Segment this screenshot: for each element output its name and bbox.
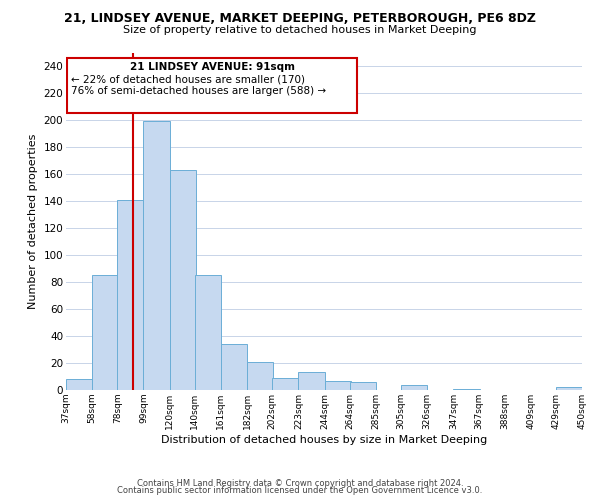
Bar	[92, 275, 118, 390]
Text: Size of property relative to detached houses in Market Deeping: Size of property relative to detached ho…	[123, 25, 477, 35]
Bar	[194, 275, 221, 390]
Text: 21 LINDSEY AVENUE: 91sqm: 21 LINDSEY AVENUE: 91sqm	[130, 62, 295, 72]
Text: Contains public sector information licensed under the Open Government Licence v3: Contains public sector information licen…	[118, 486, 482, 495]
Bar	[247, 362, 274, 390]
Bar	[66, 379, 92, 390]
Bar	[401, 384, 427, 390]
Text: 76% of semi-detached houses are larger (588) →: 76% of semi-detached houses are larger (…	[71, 86, 326, 96]
Bar	[454, 388, 479, 390]
Bar	[298, 372, 325, 390]
Bar	[350, 382, 376, 390]
Y-axis label: Number of detached properties: Number of detached properties	[28, 134, 38, 309]
Text: 21, LINDSEY AVENUE, MARKET DEEPING, PETERBOROUGH, PE6 8DZ: 21, LINDSEY AVENUE, MARKET DEEPING, PETE…	[64, 12, 536, 26]
Bar	[67, 58, 357, 114]
Text: ← 22% of detached houses are smaller (170): ← 22% of detached houses are smaller (17…	[71, 74, 305, 84]
X-axis label: Distribution of detached houses by size in Market Deeping: Distribution of detached houses by size …	[161, 434, 487, 444]
Bar	[221, 344, 247, 390]
Bar	[170, 170, 196, 390]
Text: Contains HM Land Registry data © Crown copyright and database right 2024.: Contains HM Land Registry data © Crown c…	[137, 478, 463, 488]
Bar	[325, 380, 351, 390]
Bar	[272, 378, 298, 390]
Bar	[143, 122, 170, 390]
Bar	[556, 388, 582, 390]
Bar	[117, 200, 143, 390]
